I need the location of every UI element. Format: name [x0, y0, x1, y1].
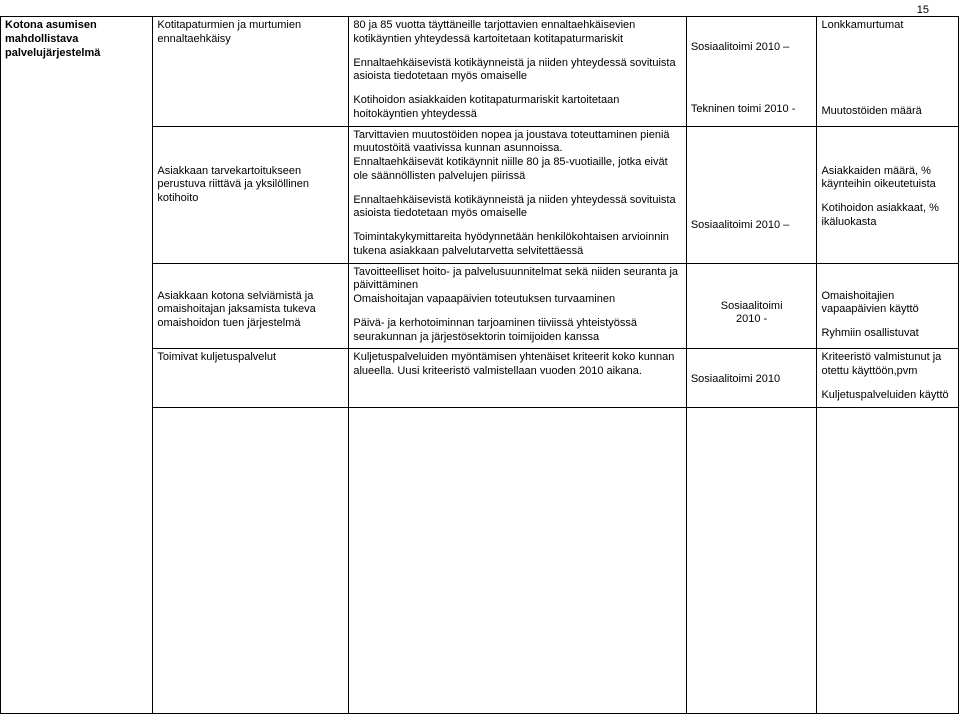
cell-empty	[349, 407, 686, 714]
p: Asiakkaan tarvekartoitukseen perustuva r…	[157, 165, 344, 206]
cell-desc-4: Kuljetuspalveluiden myöntämisen yhtenäis…	[349, 349, 686, 407]
p: Päivä- ja kerhotoiminnan tarjoaminen tii…	[353, 317, 681, 345]
p: Sosiaalitoimi 2010	[691, 373, 813, 387]
p: Ennaltaehkäisevät kotikäynnit niille 80 …	[353, 156, 681, 184]
p: Ryhmiin osallistuvat	[821, 327, 954, 341]
p: Muutostöiden määrä	[821, 105, 954, 119]
p: 80 ja 85 vuotta täyttäneille tarjottavie…	[353, 19, 681, 47]
p: Ennaltaehkäisevistä kotikäynneistä ja ni…	[353, 57, 681, 85]
cell-empty	[1, 126, 153, 263]
p: Tarvittavien muutostöiden nopea ja joust…	[353, 129, 681, 157]
p: Sosiaalitoimi 2010 –	[691, 219, 813, 233]
cell-empty	[817, 407, 959, 714]
cell-resp-4: Sosiaalitoimi 2010	[686, 349, 817, 407]
cell-empty	[1, 407, 153, 714]
cell-measure-2: Asiakkaan tarvekartoitukseen perustuva r…	[153, 126, 349, 263]
p: Omaishoitajien vapaapäivien käyttö	[821, 290, 954, 318]
cell-empty	[686, 407, 817, 714]
cell-theme: Kotona asumisen mahdollistava palvelujär…	[1, 17, 153, 127]
cell-desc-1: 80 ja 85 vuotta täyttäneille tarjottavie…	[349, 17, 686, 127]
cell-measure-3: Asiakkaan kotona selviämistä ja omaishoi…	[153, 263, 349, 349]
p: Toimintakykymittareita hyödynnetään henk…	[353, 231, 681, 259]
cell-resp-3: Sosiaalitoimi 2010 -	[686, 263, 817, 349]
p: Omaishoitajan vapaapäivien toteutuksen t…	[353, 293, 681, 307]
cell-resp-2: Sosiaalitoimi 2010 –	[686, 126, 817, 263]
p: Sosiaalitoimi	[691, 300, 813, 314]
p: Ennaltaehkäisevistä kotikäynneistä ja ni…	[353, 194, 681, 222]
p: Sosiaalitoimi 2010 –	[691, 41, 813, 55]
p: Lonkkamurtumat	[821, 19, 954, 33]
cell-desc-3: Tavoitteelliset hoito- ja palvelusuunnit…	[349, 263, 686, 349]
cell-resp-1: Sosiaalitoimi 2010 – Tekninen toimi 2010…	[686, 17, 817, 127]
cell-empty	[153, 407, 349, 714]
p: Asiakkaan kotona selviämistä ja omaishoi…	[157, 290, 344, 331]
cell-ind-4: Kriteeristö valmistunut ja otettu käyttö…	[817, 349, 959, 407]
p: 2010 -	[691, 313, 813, 327]
p: Tekninen toimi 2010 -	[691, 103, 813, 117]
p: Kotihoidon asiakkaat, % ikäluokasta	[821, 202, 954, 230]
content-table: Kotona asumisen mahdollistava palvelujär…	[0, 16, 959, 714]
p: Kuljetuspalveluiden käyttö	[821, 389, 954, 403]
cell-desc-2: Tarvittavien muutostöiden nopea ja joust…	[349, 126, 686, 263]
cell-empty	[1, 349, 153, 407]
p: Kotihoidon asiakkaiden kotitapaturmarisk…	[353, 94, 681, 122]
p: Asiakkaiden määrä, % käynteihin oikeutet…	[821, 165, 954, 193]
cell-ind-2: Asiakkaiden määrä, % käynteihin oikeutet…	[817, 126, 959, 263]
cell-empty	[1, 263, 153, 349]
cell-measure-4: Toimivat kuljetuspalvelut	[153, 349, 349, 407]
cell-ind-1: Lonkkamurtumat Muutostöiden määrä	[817, 17, 959, 127]
p: Kriteeristö valmistunut ja otettu käyttö…	[821, 351, 954, 379]
page-number: 15	[0, 0, 959, 16]
cell-measure-1: Kotitapaturmien ja murtumien ennaltaehkä…	[153, 17, 349, 127]
p: Tavoitteelliset hoito- ja palvelusuunnit…	[353, 266, 681, 294]
cell-ind-3: Omaishoitajien vapaapäivien käyttö Ryhmi…	[817, 263, 959, 349]
